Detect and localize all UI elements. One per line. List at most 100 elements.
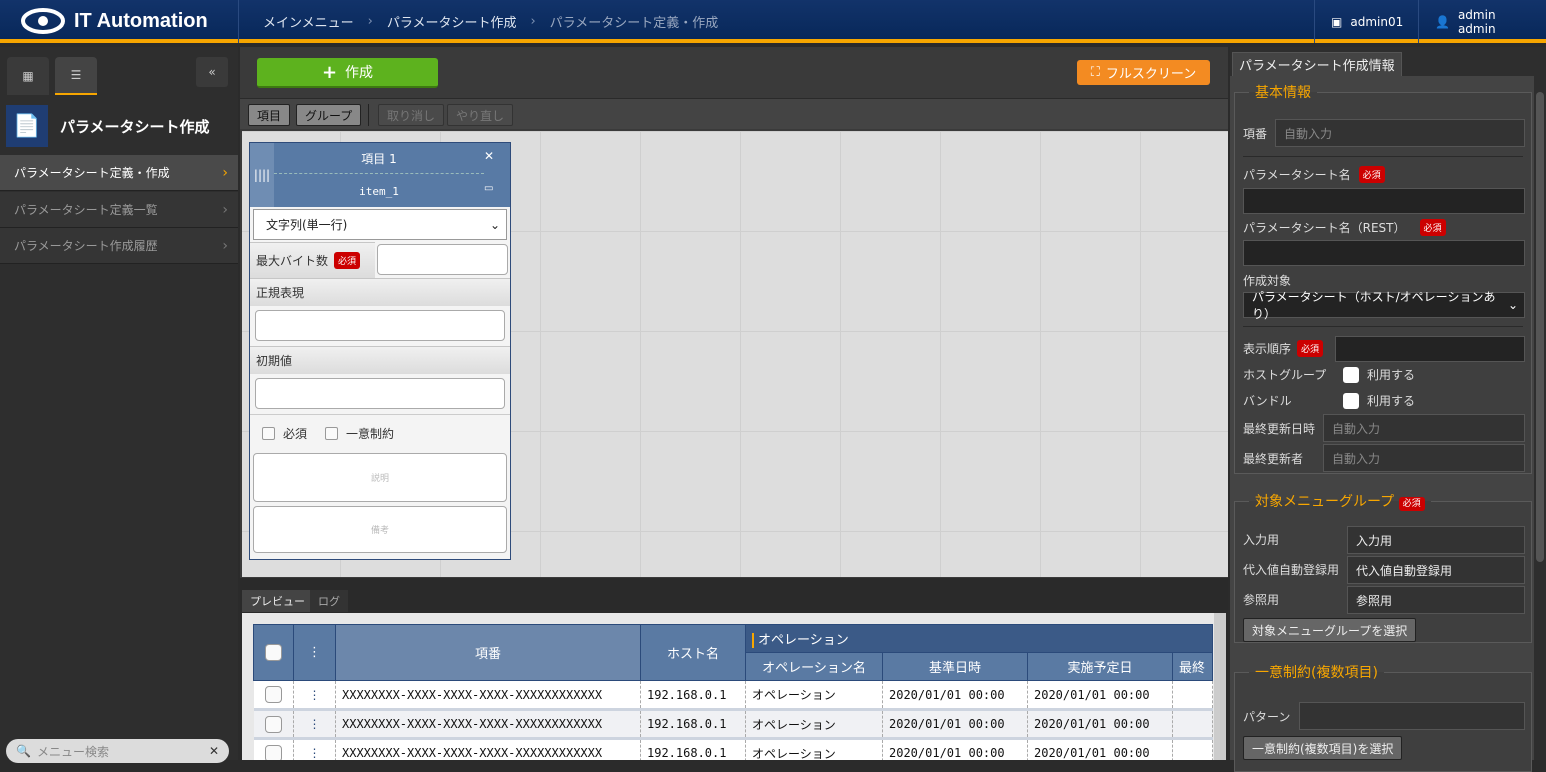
regex-input[interactable]: [255, 310, 505, 341]
cell-op: オペレーション: [745, 709, 883, 740]
info-scrollbar[interactable]: [1536, 92, 1544, 562]
row-menu-icon[interactable]: ⋮: [293, 738, 336, 760]
kebab-icon: ⋮: [308, 645, 321, 660]
table-row: ⋮ XXXXXXXX-XXXX-XXXX-XXXX-XXXXXXXXXXXX 192…: [253, 738, 1213, 760]
select-unique-button[interactable]: 一意制約(複数項目)を選択: [1243, 736, 1403, 760]
copy-icon[interactable]: ▭: [484, 183, 494, 194]
chevron-right-icon: ›: [222, 237, 228, 254]
required-badge: 必須: [1297, 340, 1324, 357]
close-icon[interactable]: ✕: [484, 149, 495, 163]
default-input[interactable]: [255, 378, 505, 409]
cell-op: オペレーション: [745, 680, 883, 711]
info-panel: パラメータシート作成情報 基本情報 項番 自動入力 パラメータシート名 必須 パラ…: [1230, 47, 1546, 772]
item-rest-name[interactable]: item_1: [359, 184, 399, 198]
app-logo[interactable]: IT Automation: [20, 6, 208, 36]
col-scheduled[interactable]: 実施予定日: [1027, 652, 1173, 681]
breadcrumb-parameter-sheet[interactable]: パラメータシート作成: [386, 16, 517, 31]
order-input[interactable]: [1335, 336, 1525, 362]
toolbar-divider: [368, 104, 369, 126]
hostgroup-checkbox[interactable]: [1343, 366, 1359, 383]
drag-handle-icon[interactable]: ||||: [250, 143, 274, 207]
col-no[interactable]: 項番: [335, 624, 641, 681]
bundle-checkbox[interactable]: [1343, 392, 1359, 409]
sidebar-item-definition[interactable]: パラメータシート定義・作成 ›: [0, 155, 238, 191]
basic-info-legend: 基本情報: [1255, 85, 1311, 101]
breadcrumb-current: パラメータシート定義・作成: [549, 16, 719, 31]
unique-checkbox[interactable]: [325, 427, 339, 440]
double-chevron-left-icon: «: [208, 65, 216, 79]
undo-button[interactable]: 取り消し: [378, 104, 445, 126]
hostgroup-use-label: 利用する: [1367, 368, 1416, 382]
preview-panel: プレビュー ログ ⋮ 項番 ホスト名 オペレーション オペレーション名 基準日時…: [240, 586, 1228, 760]
max-bytes-input[interactable]: [377, 244, 508, 275]
app-title: IT Automation: [74, 9, 208, 32]
tab-log[interactable]: ログ: [310, 590, 348, 612]
description-textarea[interactable]: 説明: [253, 453, 507, 502]
cell-no: XXXXXXXX-XXXX-XXXX-XXXX-XXXXXXXXXXXX: [335, 680, 641, 711]
select-menu-group-button[interactable]: 対象メニューグループを選択: [1243, 618, 1417, 642]
search-icon: 🔍: [16, 744, 31, 758]
panel-splitter[interactable]: [240, 578, 1228, 586]
name-rest-label: パラメータシート名（REST）: [1243, 221, 1406, 235]
no-label: 項番: [1243, 126, 1268, 141]
required-checkbox[interactable]: [262, 427, 275, 440]
add-group-button[interactable]: グループ: [296, 104, 362, 126]
name-rest-input[interactable]: [1243, 240, 1525, 266]
sidebar-item-history[interactable]: パラメータシート作成履歴 ›: [0, 228, 238, 264]
bundle-label: バンドル: [1243, 394, 1292, 408]
item-card[interactable]: |||| 項目 1 item_1 ✕ ▭ 文字列(単一行) ⌄ 最大バイト数 必須 …: [249, 142, 511, 560]
tab-preview[interactable]: プレビュー: [242, 590, 313, 612]
required-label: 必須: [283, 427, 308, 441]
select-all-checkbox[interactable]: [265, 644, 282, 661]
preview-scrollbar[interactable]: [1214, 613, 1226, 760]
regex-label: 正規表現: [250, 278, 510, 306]
workspace-button[interactable]: ▣ admin01: [1314, 0, 1419, 43]
clear-icon[interactable]: ✕: [208, 744, 219, 758]
chevron-down-icon: ⌄: [1507, 298, 1518, 312]
collapse-sidebar-button[interactable]: «: [196, 57, 228, 87]
basic-info-section: 基本情報 項番 自動入力 パラメータシート名 必須 パラメータシート名（REST）…: [1234, 82, 1532, 474]
hostgroup-label: ホストグループ: [1243, 368, 1327, 382]
tab-info[interactable]: パラメータシート作成情報: [1232, 52, 1402, 76]
add-item-button[interactable]: 項目: [248, 104, 291, 126]
redo-button[interactable]: やり直し: [447, 104, 514, 126]
cell-last: [1172, 680, 1213, 711]
breadcrumb-main-menu[interactable]: メインメニュー: [263, 16, 354, 31]
cell-host: 192.168.0.1: [640, 738, 746, 760]
subst-group-field: 代入値自動登録用: [1347, 556, 1525, 584]
row-checkbox[interactable]: [264, 715, 282, 733]
chevron-down-icon: ⌄: [489, 217, 500, 232]
breadcrumb: メインメニュー › パラメータシート作成 › パラメータシート定義・作成: [238, 0, 718, 43]
list-view-tab[interactable]: ☰: [55, 57, 97, 95]
unique-section: 一意制約(複数項目) パターン 一意制約(複数項目)を選択: [1234, 662, 1532, 772]
type-select[interactable]: 文字列(単一行) ⌄: [253, 209, 507, 240]
menu-search-input[interactable]: 🔍 メニュー検索 ✕: [6, 739, 229, 763]
user-button[interactable]: 👤 admin admin: [1418, 0, 1546, 43]
row-checkbox[interactable]: [264, 744, 282, 760]
sidebar-item-list[interactable]: パラメータシート定義一覧 ›: [0, 192, 238, 228]
grid-view-tab[interactable]: ▦: [7, 57, 49, 95]
row-checkbox[interactable]: [264, 686, 282, 703]
item-name[interactable]: 項目 1: [274, 143, 484, 174]
create-label: 作成: [345, 65, 374, 81]
cell-no: XXXXXXXX-XXXX-XXXX-XXXX-XXXXXXXXXXXX: [335, 709, 641, 740]
workspace-name: admin01: [1350, 14, 1404, 29]
row-menu-icon[interactable]: ⋮: [293, 709, 336, 740]
target-select[interactable]: パラメータシート（ホスト/オペレーションあり） ⌄: [1243, 290, 1525, 321]
menu-group-title: 対象メニューグループ: [1255, 494, 1395, 510]
col-op-name[interactable]: オペレーション名: [745, 652, 883, 681]
col-host[interactable]: ホスト名: [640, 624, 746, 681]
constraint-row: 必須 一意制約: [250, 414, 510, 452]
col-last[interactable]: 最終: [1172, 652, 1213, 681]
remarks-textarea[interactable]: 備考: [253, 506, 507, 553]
col-base-date[interactable]: 基準日時: [882, 652, 1028, 681]
create-button[interactable]: + 作成: [257, 58, 438, 88]
unique-label: 一意制約: [346, 427, 395, 441]
name-input[interactable]: [1243, 188, 1525, 214]
fullscreen-button[interactable]: ⛶ フルスクリーン: [1077, 60, 1210, 85]
required-badge: 必須: [1419, 219, 1446, 236]
cell-op: オペレーション: [745, 738, 883, 760]
list-icon: ☰: [70, 68, 82, 82]
preview-table: ⋮ 項番 ホスト名 オペレーション オペレーション名 基準日時 実施予定日 最終…: [253, 624, 1213, 760]
row-menu-icon[interactable]: ⋮: [293, 680, 336, 711]
